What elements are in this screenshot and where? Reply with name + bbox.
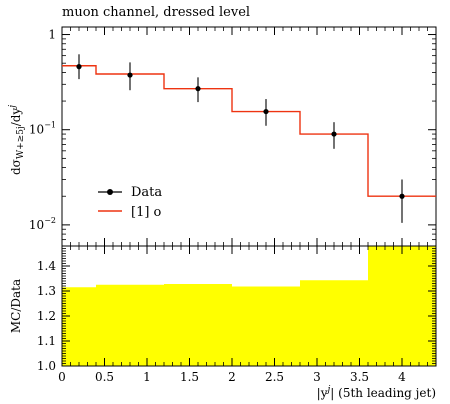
legend-mc-label: [1] o	[131, 205, 162, 220]
main-y-axis-title: dσW+≥5j/dyj	[8, 105, 26, 175]
main-y-tick-label: 1	[48, 28, 56, 42]
ratio-y-tick-label: 1.0	[37, 359, 56, 373]
chart-title: muon channel, dressed level	[62, 5, 250, 20]
ratio-bar	[96, 284, 164, 366]
mc-histogram-line	[62, 65, 436, 197]
ratio-bar	[368, 246, 436, 366]
ratio-band	[62, 246, 436, 366]
ratio-bar	[164, 284, 232, 366]
x-tick-label: 3.5	[350, 370, 369, 384]
ratio-y-axis-title: MC/Data	[9, 279, 23, 333]
ratio-bar	[232, 286, 300, 366]
ratio-y-tick-label: 1.3	[37, 284, 56, 298]
legend: Data [1] o	[98, 185, 162, 220]
main-y-tick-label: 10−2	[29, 216, 56, 232]
main-plot-frame	[61, 26, 437, 247]
ratio-y-tick-label: 1.1	[37, 334, 56, 348]
x-tick-label: 1.5	[180, 370, 199, 384]
x-tick-label: 2.5	[265, 370, 284, 384]
data-point	[331, 131, 337, 137]
ratio-plot-ticks	[61, 245, 436, 367]
ratio-plot-y-tick-labels: 1.0 1.1 1.2 1.3 1.4	[37, 259, 56, 373]
legend-data-marker	[107, 189, 113, 195]
data-point	[263, 108, 269, 115]
main-plot-y-tick-labels: 1 10−1 10−2	[29, 28, 56, 232]
data-point	[195, 86, 201, 92]
data-point	[399, 193, 405, 199]
x-tick-label: 0.5	[95, 370, 114, 384]
ratio-y-tick-label: 1.4	[37, 259, 56, 273]
x-tick-label: 0	[58, 370, 66, 384]
x-tick-label: 3	[313, 370, 321, 384]
ratio-plot: 1.0 1.1 1.2 1.3 1.4 0 0.5 1 1.5 2 2.5 3 3.5 4 MC/Dat…	[9, 245, 437, 400]
main-plot-ticks	[61, 27, 436, 247]
data-points	[76, 54, 405, 223]
data-point	[127, 72, 133, 78]
ratio-bar	[62, 287, 96, 366]
main-y-tick-label: 10−1	[29, 121, 56, 137]
x-tick-label: 2	[228, 370, 236, 384]
x-tick-labels: 0 0.5 1 1.5 2 2.5 3 3.5 4	[58, 370, 406, 384]
x-axis-title: |yj| (5th leading jet)	[317, 385, 436, 400]
x-tick-label: 1	[143, 370, 151, 384]
data-point	[76, 64, 82, 70]
x-tick-label: 4	[398, 370, 406, 384]
ratio-bar	[300, 280, 368, 366]
ratio-y-tick-label: 1.2	[37, 309, 56, 323]
legend-data-label: Data	[131, 185, 162, 200]
main-plot: 1 10−1 10−2 dσW+≥5j/dyj	[8, 26, 437, 247]
